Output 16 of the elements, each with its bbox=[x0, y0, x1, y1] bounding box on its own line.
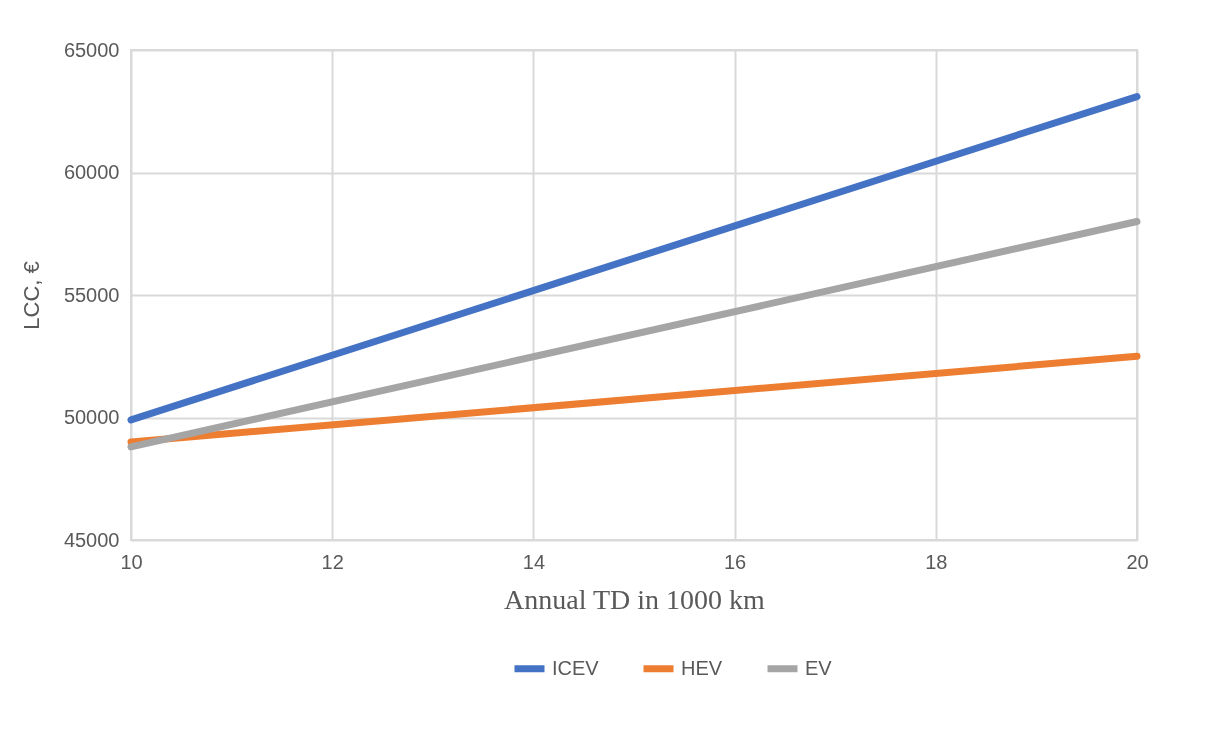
legend-label: EV bbox=[805, 656, 833, 679]
x-tick-label: 20 bbox=[1126, 550, 1149, 573]
x-tick-label: 16 bbox=[723, 550, 747, 573]
legend-label: HEV bbox=[681, 656, 723, 679]
x-tick-label: 12 bbox=[321, 550, 344, 573]
y-tick-label: 60000 bbox=[63, 161, 120, 183]
y-tick-label: 50000 bbox=[63, 406, 120, 428]
x-tick-label: 10 bbox=[120, 550, 143, 573]
y-tick-label: 55000 bbox=[63, 283, 120, 306]
x-tick-label: 14 bbox=[522, 550, 546, 573]
y-tick-label: 45000 bbox=[63, 528, 120, 551]
x-axis-title: Annual TD in 1000 km bbox=[504, 583, 766, 615]
legend-label: ICEV bbox=[552, 656, 600, 679]
x-tick-label: 18 bbox=[925, 550, 948, 573]
y-tick-label: 65000 bbox=[63, 38, 120, 61]
y-axis-title: LCC, € bbox=[18, 261, 44, 330]
